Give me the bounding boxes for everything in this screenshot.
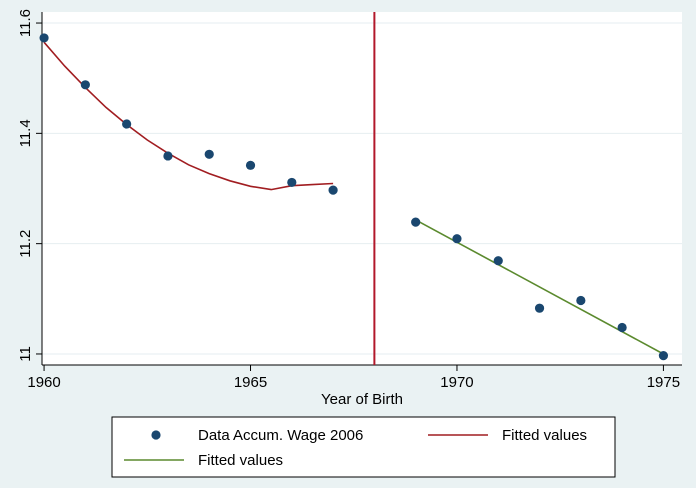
- y-tick-label: 11.2: [17, 230, 34, 258]
- x-tick-label: 1970: [440, 374, 473, 391]
- data-point: [163, 151, 173, 161]
- data-point: [287, 177, 297, 188]
- data-point: [617, 322, 627, 333]
- legend-label: Fitted values: [198, 452, 283, 469]
- data-point: [534, 303, 545, 313]
- data-point: [204, 149, 214, 159]
- data-point: [576, 295, 586, 306]
- legend: Data Accum. Wage 2006 Fitted values Fitted…: [111, 416, 616, 478]
- legend-marker: [151, 430, 161, 440]
- x-tick-label: 1965: [234, 374, 267, 391]
- grid: [42, 22, 682, 355]
- data-point: [328, 185, 338, 195]
- axes: 11 11.2 11.4 11.6 1960 1965 1970 1975: [17, 9, 682, 391]
- data-point: [658, 351, 669, 361]
- y-tick-label: 11.6: [17, 9, 34, 37]
- legend-box: [111, 416, 616, 478]
- y-tick-label: 11.4: [17, 119, 34, 147]
- x-tick-label: 1975: [647, 374, 680, 391]
- legend-label: Data Accum. Wage 2006: [198, 427, 363, 444]
- data-point: [411, 217, 421, 227]
- marks: [39, 12, 669, 365]
- y-tick-label: 11: [17, 346, 34, 362]
- data-point: [245, 160, 256, 170]
- x-axis-label: Year of Birth: [321, 391, 403, 408]
- legend-label: Fitted values: [502, 427, 587, 444]
- data-point: [80, 80, 90, 90]
- data-point: [122, 119, 132, 129]
- fitted-line-1: [43, 41, 334, 191]
- data-point: [39, 33, 49, 43]
- x-tick-label: 1960: [27, 374, 60, 391]
- data-point: [452, 234, 462, 244]
- data-point: [493, 256, 503, 266]
